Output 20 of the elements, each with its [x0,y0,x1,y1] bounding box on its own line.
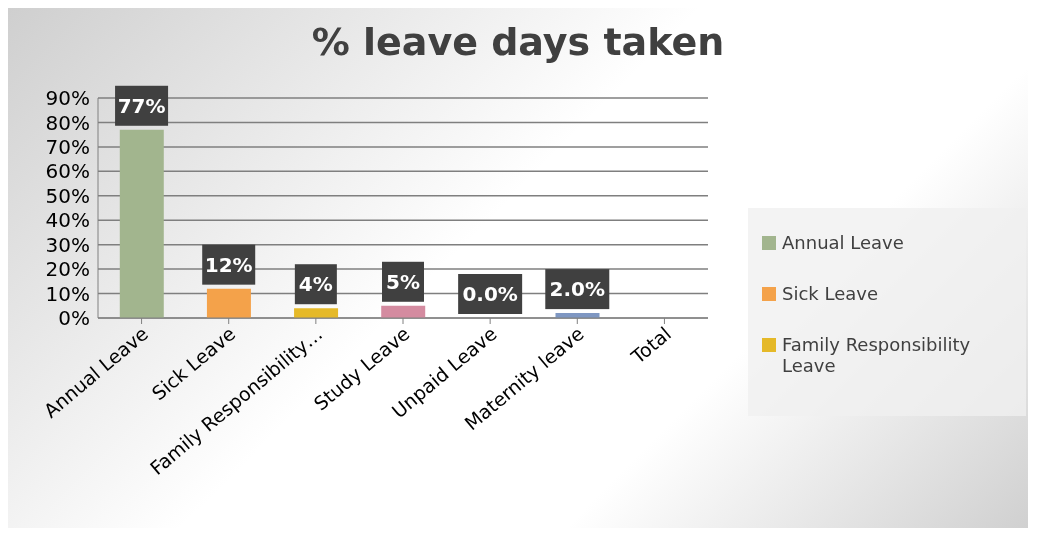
chart-title: % leave days taken [310,20,726,64]
y-tick-label: 30% [45,232,90,257]
y-tick-label: 90% [45,86,90,111]
legend-label: Sick Leave [782,283,879,304]
y-tick-label: 50% [45,183,90,208]
data-label: 77% [117,93,166,118]
legend-label: Family Responsibility Leave [782,334,972,376]
data-label: 2.0% [549,277,606,302]
y-tick-label: 40% [45,208,90,233]
y-tick-label: 20% [45,257,90,282]
y-tick-label: 70% [45,134,90,159]
data-label: 0.0% [462,282,518,306]
y-tick-label: 10% [45,281,90,306]
data-label: 5% [386,269,420,294]
data-label: 12% [204,252,253,277]
data-label: 4% [298,272,333,297]
legend-label: Annual Leave [782,232,904,253]
y-tick-label: 80% [45,110,90,135]
y-tick-label: 60% [45,159,90,184]
y-tick-label: 0% [58,306,90,331]
